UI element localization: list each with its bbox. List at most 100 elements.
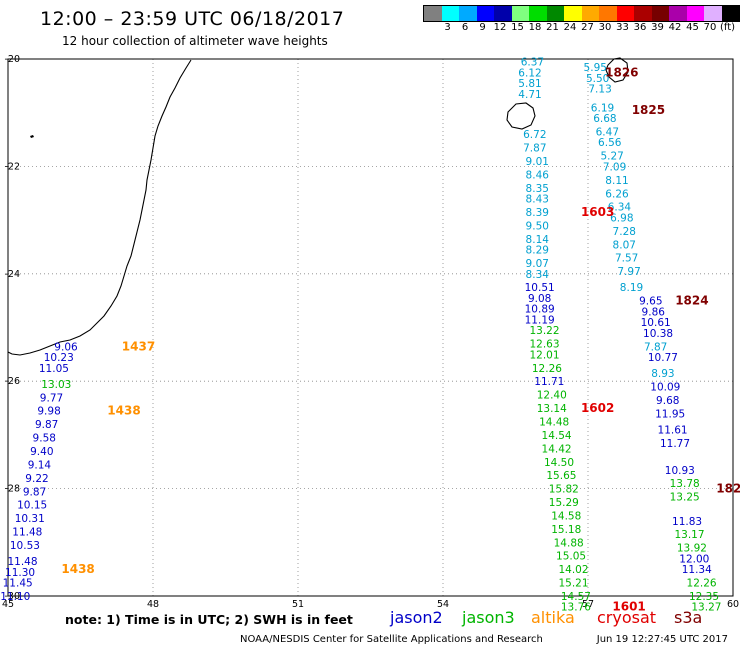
wave-height-value: 13.76	[561, 602, 591, 614]
wave-height-value: 6.19	[591, 102, 614, 114]
wave-height-value: 9.08	[528, 293, 551, 305]
wave-height-value: 10.61	[641, 317, 671, 329]
madagascar-coastline	[7, 59, 192, 356]
color-scale-label: 12	[493, 22, 507, 33]
wave-height-value: 13.27	[691, 602, 721, 614]
wave-height-value: 15.65	[546, 470, 576, 482]
wave-height-value: 9.06	[54, 341, 78, 353]
color-swatch	[564, 6, 582, 21]
map-gridlines	[8, 59, 733, 596]
color-swatch	[546, 6, 564, 21]
pass-time-label: 1825	[632, 103, 665, 117]
reunion-island	[506, 102, 536, 130]
color-scale-label: 45	[686, 22, 699, 33]
color-scale-label: 30	[598, 22, 612, 33]
legend-s3a: s3a	[674, 608, 703, 627]
wave-height-value: 14.50	[544, 457, 574, 469]
wave-height-value: 11.71	[534, 376, 564, 388]
color-swatch	[616, 6, 634, 21]
wave-height-value: 11.05	[39, 363, 69, 375]
map-frame	[7, 58, 734, 597]
wave-height-value: 9.58	[33, 433, 56, 445]
pass-time-label: 1437	[122, 339, 155, 353]
wave-height-value: 9.22	[25, 473, 48, 485]
wave-height-value: 9.68	[656, 395, 679, 407]
wave-height-value: 11.34	[682, 564, 712, 576]
wave-height-value: 11.10	[0, 591, 30, 603]
wave-height-value: 7.57	[615, 253, 638, 265]
wave-height-value: 12.40	[537, 390, 567, 402]
wave-height-value: 11.30	[5, 567, 35, 579]
wave-height-value: 8.43	[526, 194, 549, 206]
color-swatch	[494, 6, 512, 21]
wave-height-value: 9.98	[37, 406, 60, 418]
wave-height-value: 12.01	[529, 349, 559, 361]
coastline-layer	[7, 57, 629, 356]
y-tick-label: -28	[4, 484, 20, 495]
wave-height-value: 11.61	[658, 425, 688, 437]
wave-height-value: 8.93	[651, 368, 674, 380]
wave-height-value: 8.35	[526, 183, 549, 195]
pass-time-labels: 1437 1438 1438 1826 1825 1603 1824 1602 1823 1601	[61, 65, 740, 613]
wave-height-value: 6.37	[521, 57, 544, 69]
color-swatch	[424, 6, 442, 21]
color-swatch	[651, 6, 669, 21]
pass-time-label: 1603	[581, 205, 614, 219]
wave-height-value: 10.09	[650, 382, 680, 394]
wave-height-value: 8.34	[526, 269, 550, 281]
color-scale-bar	[423, 5, 740, 22]
wave-height-value: 6.34	[608, 202, 632, 214]
wave-height-value: 6.12	[518, 67, 541, 79]
wave-height-value: 14.88	[554, 537, 584, 549]
wave-height-value: 13.03	[41, 379, 71, 391]
wave-height-value: 13.17	[674, 529, 704, 541]
wave-height-value: 6.26	[605, 188, 629, 200]
wave-height-value: 14.48	[539, 416, 569, 428]
color-scale-label: 21	[546, 22, 559, 33]
color-swatch	[529, 6, 547, 21]
coast-islet	[30, 135, 34, 138]
mauritius-island	[605, 57, 629, 83]
wave-height-value: 9.77	[40, 392, 63, 404]
color-swatch	[686, 6, 704, 21]
pass-time-label: 1438	[107, 404, 140, 418]
wave-height-value: 7.13	[588, 84, 611, 96]
color-swatch	[721, 6, 739, 21]
x-tick-label: 45	[2, 599, 14, 610]
color-swatch	[634, 6, 652, 21]
wave-height-value: 8.29	[526, 245, 549, 257]
wave-height-value: 14.57	[561, 591, 591, 603]
wave-height-value: 8.11	[605, 175, 628, 187]
color-scale-label: 24	[563, 22, 577, 33]
wave-height-value: 8.39	[526, 207, 549, 219]
color-swatch	[511, 6, 529, 21]
wave-height-value: 9.50	[526, 220, 549, 232]
legend-cryosat: cryosat	[597, 608, 657, 627]
color-swatch	[599, 6, 617, 21]
color-scale-label: 70	[703, 22, 717, 33]
wave-height-value: 14.54	[542, 430, 572, 442]
wave-height-value: 8.14	[526, 234, 550, 246]
wave-height-value: 10.93	[665, 465, 695, 477]
wave-height-value: 15.82	[549, 484, 579, 496]
color-scale-label: 36	[633, 22, 647, 33]
wave-height-value: 13.78	[670, 478, 700, 490]
y-tick-label: -22	[4, 161, 20, 172]
wave-height-value: 13.92	[677, 543, 707, 555]
color-scale-label: 15	[511, 22, 524, 33]
wave-height-value: 9.07	[526, 258, 549, 270]
wave-height-value: 13.22	[529, 325, 559, 337]
map-title: 12:00 – 23:59 UTC 06/18/2017	[40, 8, 345, 30]
wave-height-value: 10.23	[44, 352, 74, 364]
wave-height-value: 5.50	[586, 73, 609, 85]
wave-height-value: 14.02	[558, 564, 588, 576]
wave-height-value: 12.35	[689, 591, 719, 603]
wave-height-value: 10.38	[643, 328, 673, 340]
wave-height-value: 11.77	[660, 438, 690, 450]
wave-height-value: 13.25	[670, 492, 700, 504]
wave-height-value: 9.40	[30, 446, 53, 458]
wave-height-value: 12.00	[679, 553, 709, 565]
wave-height-value: 15.05	[556, 551, 586, 563]
wave-height-value: 5.27	[600, 151, 623, 163]
wave-height-value: 7.97	[617, 266, 640, 278]
